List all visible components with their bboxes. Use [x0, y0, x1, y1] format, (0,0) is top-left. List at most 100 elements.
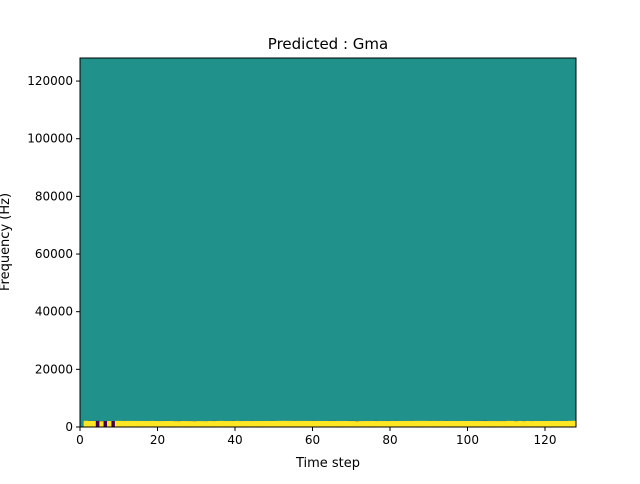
heatmap-cell-high: [219, 421, 224, 428]
heatmap-cell-high: [204, 421, 209, 428]
heatmap-cell-high: [486, 421, 492, 428]
heatmap-cell-high: [413, 420, 418, 427]
heatmap-cell-high: [122, 420, 127, 427]
heatmap-cell-high: [134, 420, 139, 428]
heatmap-cell-high: [409, 420, 414, 428]
heatmap-cell-high: [277, 420, 282, 427]
heatmap-cell-high: [192, 421, 197, 428]
x-tick-label: 0: [76, 433, 84, 447]
heatmap-cell-high: [475, 421, 480, 428]
heatmap-cell-high: [541, 421, 546, 428]
heatmap-cell-high: [537, 421, 542, 428]
heatmap-cell-high: [91, 420, 96, 428]
heatmap-cell-high: [269, 420, 275, 428]
heatmap-cell-high: [153, 421, 158, 428]
y-tick-label: 20000: [35, 362, 73, 376]
heatmap-cell-high: [300, 420, 306, 427]
x-tick-label: 60: [305, 433, 320, 447]
heatmap-cell-high: [149, 421, 154, 428]
heatmap-cell-high: [471, 421, 476, 428]
heatmap-cell-high: [339, 421, 344, 428]
heatmap-cell-high: [370, 421, 375, 428]
heatmap-cell-high: [161, 421, 166, 428]
heatmap-cell-high: [347, 421, 352, 428]
heatmap-cell-high: [343, 421, 348, 428]
heatmap-cell-high: [281, 420, 286, 427]
heatmap-cell-high: [184, 421, 189, 428]
y-tick-label: 100000: [27, 132, 73, 146]
heatmap-cell-high: [386, 421, 391, 428]
heatmap-cell-high: [130, 420, 135, 428]
heatmap-cell-high: [308, 420, 313, 428]
y-axis-label: Frequency (Hz): [0, 193, 13, 291]
heatmap-cell-high: [293, 420, 298, 427]
heatmap-cell-high: [455, 421, 461, 428]
heatmap-cell-high: [223, 421, 228, 428]
heatmap-cell-high: [273, 420, 278, 428]
heatmap-cell-high: [324, 421, 329, 428]
heatmap-cell-high: [448, 420, 453, 428]
heatmap-cell-high: [393, 421, 399, 428]
heatmap-cell-high: [176, 421, 182, 428]
heatmap-cell-high: [366, 421, 371, 428]
heatmap-cell-high: [483, 421, 488, 428]
heatmap-cell-high: [355, 421, 360, 428]
heatmap-cell-high: [312, 420, 317, 428]
heatmap-cell-high: [351, 421, 356, 428]
heatmap-cell-high: [564, 421, 569, 428]
heatmap-cell-high: [548, 421, 554, 428]
heatmap-cell-high: [316, 420, 321, 428]
heatmap-cell-high: [452, 420, 457, 428]
heatmap-cell-high: [521, 421, 526, 428]
heatmap-cell-high: [467, 421, 472, 428]
heatmap-cell-high: [211, 421, 216, 428]
heatmap-cell-high: [173, 421, 178, 428]
x-tick-label: 100: [456, 433, 479, 447]
heatmap-cell-high: [498, 421, 503, 428]
heatmap-cell-high: [397, 421, 402, 428]
heatmap-cell-high: [196, 421, 201, 428]
heatmap-cell-high: [250, 421, 255, 428]
heatmap-cell-high: [83, 421, 89, 428]
heatmap-cell-high: [246, 421, 251, 428]
heatmap-cell-high: [238, 421, 244, 428]
heatmap-cell-high: [421, 420, 426, 427]
heatmap-cell-high: [506, 421, 511, 428]
heatmap-cell-high: [405, 420, 410, 428]
x-tick-label: 40: [227, 433, 242, 447]
y-tick-label: 60000: [35, 247, 73, 261]
heatmap-cell-high: [180, 421, 185, 428]
heatmap-cell-high: [165, 421, 170, 428]
heatmap-cell-high: [533, 421, 538, 428]
y-tick-label: 0: [65, 420, 73, 434]
heatmap-cell-high: [490, 421, 495, 428]
heatmap-cell-high: [126, 420, 131, 427]
heatmap-cell-high: [138, 420, 143, 428]
heatmap-cell-high: [378, 421, 383, 428]
heatmap-cell-high: [285, 420, 290, 427]
y-axis: 0 20000 40000 60000 80000 100000 120000: [27, 74, 80, 434]
heatmap-cell-high: [107, 421, 112, 428]
heatmap-cell-high: [157, 421, 162, 428]
chart-title: Predicted : Gma: [268, 35, 388, 53]
plot-area: [80, 58, 577, 428]
y-tick-label: 40000: [35, 305, 73, 319]
heatmap-cell-high: [428, 420, 433, 427]
x-axis-label: Time step: [295, 456, 360, 471]
heatmap-cell-high: [424, 420, 430, 427]
heatmap-cell-high: [440, 420, 445, 428]
heatmap-cell-high: [235, 421, 240, 428]
heatmap-cell-high: [87, 421, 92, 428]
heatmap-cell-high: [145, 421, 151, 428]
heatmap-cell-high: [297, 420, 302, 427]
heatmap-cell-high: [560, 421, 565, 428]
heatmap-cell-high: [200, 421, 205, 428]
heatmap-cell-high: [502, 421, 507, 428]
heatmap-cell-high: [328, 421, 333, 428]
heatmap-cell-high: [514, 421, 519, 428]
x-tick-label: 80: [382, 433, 397, 447]
heatmap-cell-high: [207, 421, 213, 428]
heatmap-cell-low: [111, 421, 116, 428]
x-axis: 0 20 40 60 80 100 120: [76, 427, 556, 447]
